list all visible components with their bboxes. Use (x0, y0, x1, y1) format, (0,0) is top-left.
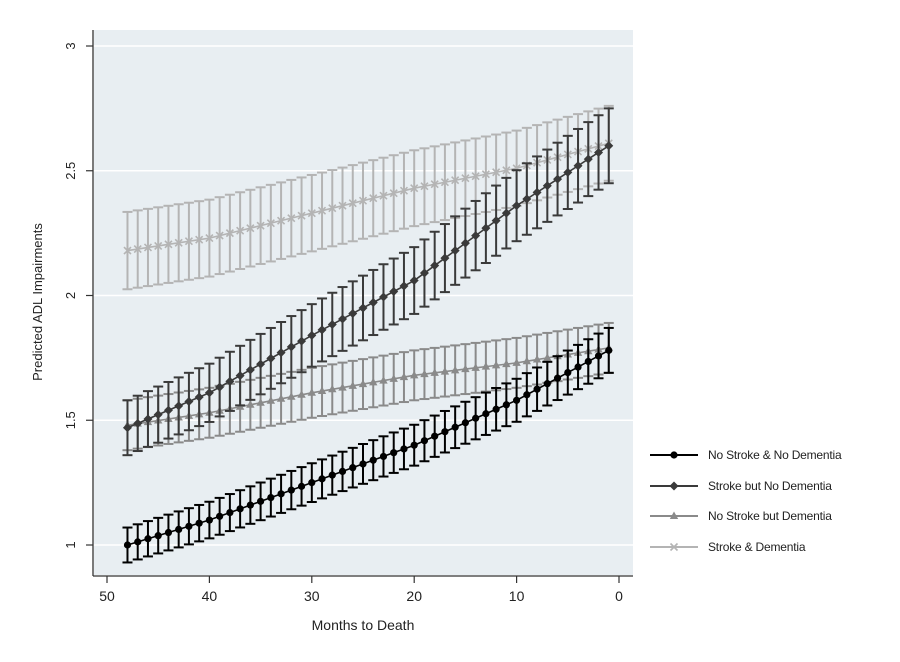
svg-text:10: 10 (509, 588, 525, 604)
series-no-stroke-no-dementia (122, 326, 614, 564)
svg-text:2: 2 (63, 292, 78, 299)
x-axis-ticks: 50 40 30 20 10 0 (99, 576, 623, 604)
legend-label: Stroke but No Dementia (708, 478, 832, 493)
y-axis-label: Predicted ADL Impairments (30, 223, 45, 381)
legend-item: Stroke & Dementia (648, 532, 898, 563)
legend: No Stroke & No Dementia Stroke but No De… (648, 440, 898, 562)
circle-icon (648, 448, 700, 462)
legend-label: No Stroke but Dementia (708, 509, 832, 524)
svg-text:3: 3 (63, 42, 78, 49)
svg-text:40: 40 (202, 588, 218, 604)
legend-item: No Stroke & No Dementia (648, 440, 898, 471)
svg-text:2.5: 2.5 (63, 162, 78, 180)
svg-text:1.5: 1.5 (63, 411, 78, 429)
series-layer (122, 104, 614, 564)
diamond-icon (648, 479, 700, 493)
svg-text:0: 0 (615, 588, 623, 604)
legend-item: No Stroke but Dementia (648, 501, 898, 532)
legend-item: Stroke but No Dementia (648, 471, 898, 502)
y-axis-ticks: 1 1.5 2 2.5 3 (63, 42, 93, 549)
svg-text:30: 30 (304, 588, 320, 604)
svg-text:20: 20 (406, 588, 422, 604)
legend-label: Stroke & Dementia (708, 539, 806, 554)
series-stroke-but-no-dementia (122, 107, 614, 457)
svg-text:1: 1 (63, 541, 78, 548)
x-axis-label: Months to Death (312, 617, 415, 633)
legend-label: No Stroke & No Dementia (708, 448, 842, 463)
x-icon (648, 540, 700, 554)
svg-text:50: 50 (99, 588, 115, 604)
triangle-icon (648, 509, 700, 523)
